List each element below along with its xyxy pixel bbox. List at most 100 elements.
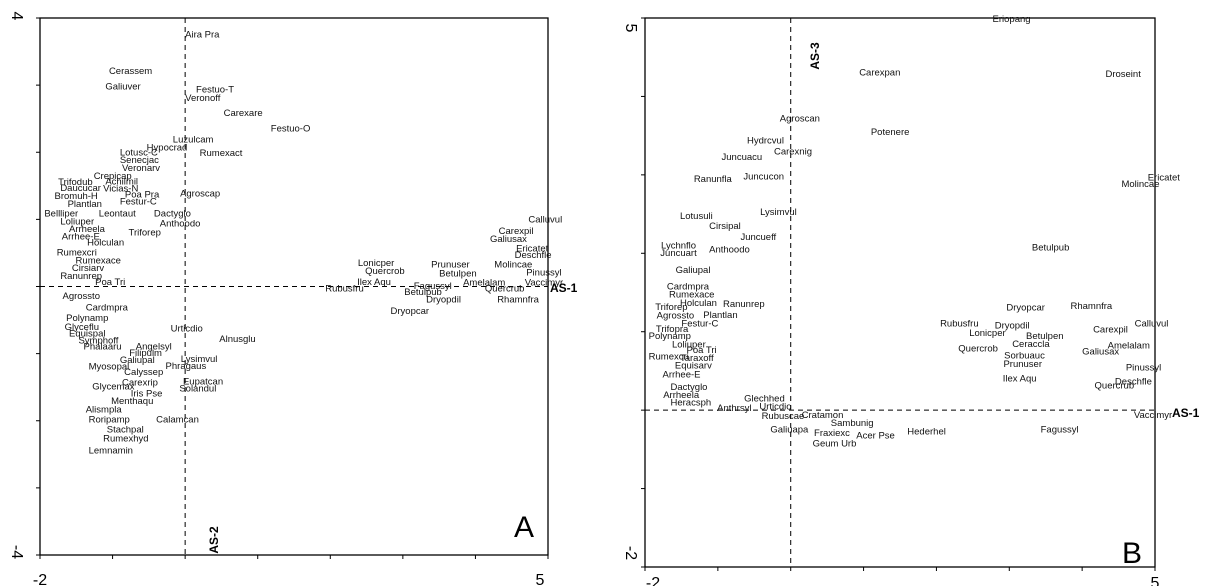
species-point-label: Betulpub bbox=[404, 287, 442, 298]
species-point-label: Leontaut bbox=[99, 209, 136, 220]
species-point-label: Juncueff bbox=[740, 232, 776, 243]
species-point-label: Menthaqu bbox=[111, 396, 153, 407]
species-point-label: Arrhee-E bbox=[662, 369, 700, 380]
x-tick-label: 5 bbox=[536, 572, 545, 586]
species-point-label: Solandul bbox=[179, 384, 216, 395]
species-point-label: Senecjac bbox=[120, 155, 159, 166]
horizontal-axis-label: AS-1 bbox=[1172, 406, 1200, 420]
species-point-label: Betulpub bbox=[1032, 242, 1070, 253]
species-point-label: Lysimvul bbox=[181, 354, 218, 365]
species-point-label: Amelalam bbox=[463, 278, 505, 289]
species-point-label: Phragaus bbox=[166, 361, 207, 372]
species-point-label: Quercrub bbox=[485, 284, 525, 295]
species-point-label: Stachpal bbox=[107, 425, 144, 436]
species-point-label: Poa Pra bbox=[125, 190, 160, 201]
species-point-label: Rubuscae bbox=[762, 411, 805, 422]
species-point-label: Dryopdil bbox=[426, 294, 461, 305]
species-point-label: Veronarv bbox=[122, 163, 160, 174]
species-point-label: Angelsyl bbox=[136, 341, 172, 352]
species-point-label: Molincae bbox=[494, 260, 532, 271]
species-point-label: Ranunrep bbox=[60, 271, 102, 282]
species-point-label: Prunuser bbox=[1003, 359, 1042, 370]
species-point-label: Vaccimyr bbox=[1134, 410, 1172, 421]
species-point-label: Urticdio bbox=[759, 402, 791, 413]
species-point-label: Rubusfru bbox=[325, 284, 364, 295]
species-point-label: Vicias-N bbox=[103, 184, 138, 195]
species-point-label: Deschfle bbox=[515, 250, 552, 261]
species-point-label: Festuo-O bbox=[271, 123, 311, 134]
species-point-label: Cerassem bbox=[109, 66, 152, 77]
species-point-label: Urticdio bbox=[171, 323, 203, 334]
species-point-label: Calamcan bbox=[156, 415, 199, 426]
species-point-label: Anthrsyl bbox=[717, 403, 751, 414]
species-point-label: Arrhee-E bbox=[62, 231, 100, 242]
species-point-label: Myosopal bbox=[89, 362, 130, 373]
species-point-label: Juncuacu bbox=[722, 152, 763, 163]
chart-panel-a: -2 5 4 -4 AS-1 AS-2 A Aira Pra Cerassem Galiuver F… bbox=[8, 12, 578, 586]
species-point-label: Triforep bbox=[129, 227, 161, 238]
species-point-label: Equisarv bbox=[675, 361, 712, 372]
species-point-label: Dactyglo bbox=[154, 209, 191, 220]
species-point-label: Iris Pse bbox=[131, 388, 163, 399]
species-point-label: Molincae bbox=[1121, 179, 1159, 190]
species-point-label: Calluvul bbox=[1135, 318, 1169, 329]
species-point-label: Lychnflo bbox=[661, 241, 696, 252]
species-point-label: Dryopcar bbox=[1006, 303, 1045, 314]
species-point-label: Galiupal bbox=[676, 265, 711, 276]
species-point-label: Luzulcam bbox=[173, 135, 214, 146]
species-point-label: Ilex Aqu bbox=[357, 277, 391, 288]
species-point-label: Roripamp bbox=[89, 415, 130, 426]
species-point-label: Equispal bbox=[69, 329, 105, 340]
species-point-label: Acer Pse bbox=[856, 431, 895, 442]
species-point-label: Eupatcan bbox=[183, 376, 223, 387]
species-point-label: Hederhel bbox=[907, 427, 946, 438]
species-point-label: Alismpla bbox=[86, 405, 123, 416]
species-point-label: Amelalam bbox=[1108, 340, 1150, 351]
species-point-label: Dactyglo bbox=[671, 382, 708, 393]
species-point-label: Plantlan bbox=[703, 310, 737, 321]
species-point-label: Trifodub bbox=[58, 177, 92, 188]
species-point-label: Lotusuli bbox=[680, 211, 713, 222]
species-point-label: Polynamp bbox=[66, 313, 108, 324]
species-point-label: Anthoodo bbox=[709, 245, 750, 256]
species-point-label: Loliuper bbox=[60, 217, 94, 228]
species-point-label: Glyceflu bbox=[65, 322, 99, 333]
species-point-label: Galiuver bbox=[105, 82, 140, 93]
species-point-label: Carexpil bbox=[1093, 325, 1128, 336]
species-point-label: Potenere bbox=[871, 127, 910, 138]
species-point-label: Anthoodo bbox=[160, 219, 201, 230]
species-point-label: Daucucar bbox=[60, 183, 101, 194]
species-point-label: Glechhed bbox=[744, 394, 785, 405]
species-point-label: Deschfle bbox=[1115, 376, 1152, 387]
species-point-label: Rumexcri bbox=[57, 247, 97, 258]
species-point-label: Dryopdil bbox=[995, 321, 1030, 332]
species-point-label: Loliuper bbox=[672, 340, 706, 351]
species-point-label: Pinussyl bbox=[526, 268, 561, 279]
species-point-label: Agroscap bbox=[180, 188, 220, 199]
species-point-label: Droseint bbox=[1105, 69, 1141, 80]
species-point-label: Rumexace bbox=[76, 256, 121, 267]
species-point-label: Carexpil bbox=[499, 226, 534, 237]
species-point-label: Carexnig bbox=[774, 147, 812, 158]
species-point-label: Cirsiarv bbox=[72, 263, 104, 274]
x-tick-label: -2 bbox=[646, 575, 660, 586]
species-point-label: Ericatet bbox=[516, 243, 549, 254]
species-point-label: Calluvul bbox=[528, 215, 562, 226]
species-point-label: Hypocrad bbox=[147, 143, 188, 154]
species-point-label: Poa Tri bbox=[95, 277, 125, 288]
species-point-label: Ranunrep bbox=[723, 299, 765, 310]
species-point-label: Rumexace bbox=[669, 289, 714, 300]
y-tick-label: 4 bbox=[8, 12, 25, 21]
species-point-label: Heracsph bbox=[671, 398, 712, 409]
species-point-label: Vaccimyr bbox=[525, 278, 563, 289]
species-point-label: Cirsipal bbox=[709, 221, 741, 232]
species-point-label: Ceraccla bbox=[1012, 339, 1050, 350]
species-point-label: Calyssep bbox=[124, 367, 163, 378]
species-point-label: Juncucon bbox=[743, 172, 784, 183]
species-point-label: Filipulm bbox=[129, 348, 162, 359]
species-point-label: Aira Pra bbox=[185, 29, 220, 40]
species-point-label: Agroscan bbox=[780, 114, 820, 125]
y-tick-label: -2 bbox=[622, 546, 639, 560]
species-point-label: Rhamnfra bbox=[1070, 301, 1112, 312]
